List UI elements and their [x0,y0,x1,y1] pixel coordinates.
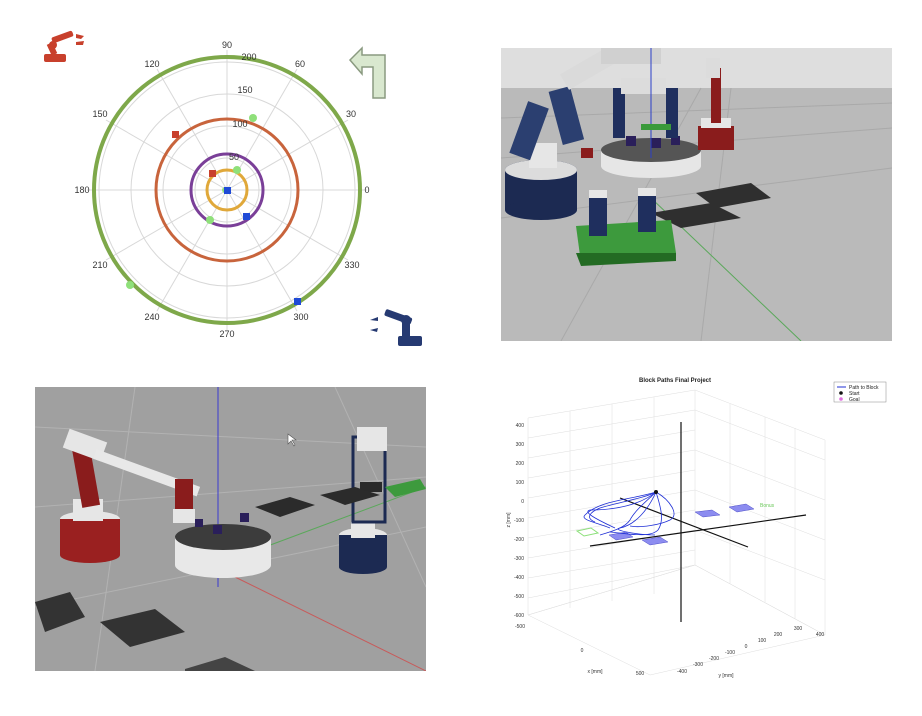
plot-title: Block Paths Final Project [639,378,711,384]
svg-text:0: 0 [521,499,524,505]
path-start-marker [654,490,658,494]
svg-text:-500: -500 [515,624,525,630]
svg-text:200: 200 [774,632,783,638]
simulation-view-bottom[interactable] [35,387,426,671]
angle-label: 30 [346,109,356,119]
radial-label: 150 [237,85,252,95]
z-axis-ticks: 400 300 200 100 0 -100 -200 -300 -400 -5… [514,423,524,619]
blocks-and-pads [576,148,771,266]
blue-robot-arm-icon [370,309,422,346]
block-paths-3d-plot: Block Paths Final Project Path to Block … [490,370,890,690]
svg-text:500: 500 [636,671,645,677]
block-path-lines [583,491,675,536]
sim-scene [501,48,892,341]
angle-label: 300 [293,312,308,322]
svg-text:100: 100 [516,480,525,486]
outer-ring [92,55,362,325]
angle-label: 330 [344,260,359,270]
angle-label: 210 [92,260,107,270]
svg-text:-200: -200 [514,537,524,543]
center-turntable [601,48,701,178]
y-axis-label: y [mm] [719,673,735,679]
svg-text:-600: -600 [514,613,524,619]
polar-plot: 90 60 30 0 330 300 270 240 210 180 150 1… [44,30,422,346]
radial-label: 200 [241,52,256,62]
svg-text:-400: -400 [677,669,687,675]
center-turntable [175,513,271,578]
svg-text:400: 400 [816,632,825,638]
radial-label: 100 [232,119,247,129]
angle-label: 270 [219,329,234,339]
goal-pads [608,503,755,546]
blue-robot [339,427,387,574]
polar-plot-panel: 90 60 30 0 330 300 270 240 210 180 150 1… [40,30,440,350]
middle-ring [154,117,300,263]
z-axis-label: z [mm] [506,512,512,528]
red-robot-arm-icon [44,30,84,62]
blocks-and-pads [35,479,426,671]
angle-label: 150 [92,109,107,119]
mouse-cursor-icon [287,433,297,447]
plot-box-grid [527,389,826,676]
svg-text:100: 100 [758,638,767,644]
svg-text:-300: -300 [514,556,524,562]
svg-text:200: 200 [516,461,525,467]
bonus-pad [575,527,600,537]
x-axis-label: x [mm] [588,669,604,675]
svg-text:-100: -100 [514,518,524,524]
svg-text:-300: -300 [693,662,703,668]
svg-text:400: 400 [516,423,525,429]
bonus-label: Bonus [760,503,775,509]
angle-label: 240 [144,312,159,322]
angle-label: 120 [144,59,159,69]
legend-item-goal: Goal [849,397,860,403]
svg-text:-500: -500 [514,594,524,600]
legend-item-path: Path to Block [849,385,879,391]
plot3d-canvas: Block Paths Final Project Path to Block … [506,378,887,679]
x-axis-ticks: -500 0 500 [515,624,644,677]
ring-markers [126,114,301,305]
svg-text:-400: -400 [514,575,524,581]
plot-legend: Path to Block Start Goal [833,381,887,403]
red-robot [60,428,201,563]
svg-text:-100: -100 [725,650,735,656]
svg-text:0: 0 [581,648,584,654]
right-robot [698,58,734,150]
sim-scene [35,387,426,671]
undo-arrow-icon[interactable] [348,46,386,99]
angle-label: 90 [222,40,232,50]
angle-label: 0 [364,185,369,195]
radial-label: 50 [229,152,239,162]
left-robot [505,48,661,220]
angle-label: 60 [295,59,305,69]
inner-ring-purple [189,152,265,228]
angle-label: 180 [74,185,89,195]
svg-text:300: 300 [794,626,803,632]
simulation-view-top[interactable] [501,48,892,341]
legend-item-start: Start [849,391,860,397]
svg-text:0: 0 [745,644,748,650]
svg-text:-200: -200 [709,656,719,662]
y-axis-ticks: -400 -300 -200 -100 0 100 200 300 400 [677,626,824,675]
svg-text:300: 300 [516,442,525,448]
inner-ring-gold [205,168,249,212]
